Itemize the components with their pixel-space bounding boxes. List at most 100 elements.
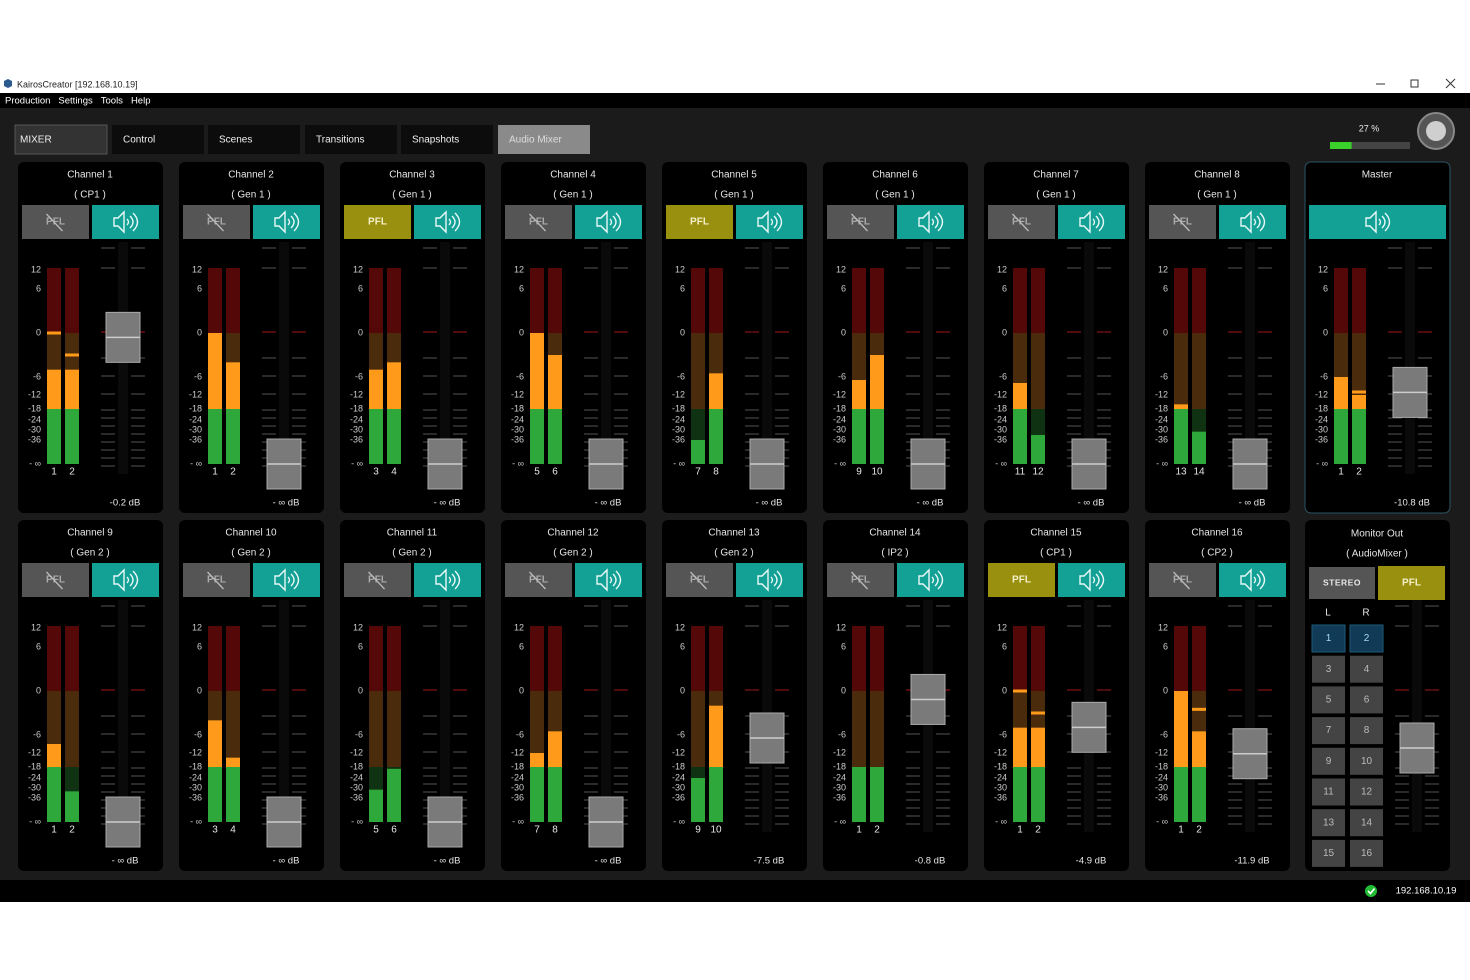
meter-scale-label: -6: [1160, 371, 1168, 381]
menu-item[interactable]: Settings: [58, 96, 93, 107]
mute-button[interactable]: [414, 205, 481, 239]
stereo-button[interactable]: [1309, 567, 1375, 599]
pfl-button[interactable]: [827, 563, 894, 597]
meter-scale-label: -6: [33, 371, 41, 381]
meter-scale-label: 6: [680, 283, 685, 293]
output-button[interactable]: [1350, 717, 1383, 745]
meter-scale-label: -18: [1155, 403, 1168, 413]
strip-name: Channel 4: [550, 170, 596, 181]
mute-button[interactable]: [1058, 205, 1125, 239]
pfl-button[interactable]: [1149, 563, 1216, 597]
meter-bg-orange: [1352, 333, 1366, 409]
meter-scale-label: 0: [1163, 327, 1168, 337]
menu-item[interactable]: Help: [131, 96, 151, 107]
fader-slot: [1245, 242, 1255, 474]
meter-scale-label: 6: [36, 641, 41, 651]
pfl-button[interactable]: [988, 205, 1055, 239]
output-button[interactable]: [1349, 624, 1384, 653]
mute-button[interactable]: [1219, 563, 1286, 597]
mute-button[interactable]: [253, 205, 320, 239]
pfl-button[interactable]: [666, 563, 733, 597]
meter-scale-label: -36: [350, 792, 363, 802]
mute-button[interactable]: [736, 563, 803, 597]
meter-scale-label: 12: [31, 264, 41, 274]
mute-button[interactable]: [575, 205, 642, 239]
tab[interactable]: [305, 125, 397, 154]
meter-input-number: 2: [69, 825, 75, 836]
mute-button[interactable]: [897, 205, 964, 239]
speaker-waves: [126, 570, 139, 590]
output-button[interactable]: [1312, 686, 1345, 714]
output-button[interactable]: [1312, 747, 1345, 775]
mute-button[interactable]: [1058, 563, 1125, 597]
meter-peak: [1334, 377, 1348, 380]
pfl-button[interactable]: [22, 563, 89, 597]
output-button[interactable]: [1350, 655, 1383, 683]
pfl-button[interactable]: [505, 205, 572, 239]
fader-slot: [1245, 600, 1255, 832]
output-button[interactable]: [1350, 747, 1383, 775]
meter-bg-red: [387, 268, 401, 333]
meter-level-green: [1031, 435, 1045, 464]
meter-scale-label: -6: [1160, 729, 1168, 739]
pfl-button[interactable]: [1378, 566, 1445, 600]
meter-level-green: [548, 767, 562, 822]
output-button[interactable]: [1350, 778, 1383, 806]
tab-label: MIXER: [20, 135, 52, 146]
meter-bg-orange: [1192, 333, 1206, 409]
meter-scale-label: -18: [994, 761, 1007, 771]
close-button[interactable]: [1445, 78, 1456, 89]
mute-button[interactable]: [575, 563, 642, 597]
mute-button[interactable]: [414, 563, 481, 597]
meter-level-green: [530, 409, 544, 464]
pfl-button[interactable]: [1149, 205, 1216, 239]
output-button[interactable]: [1350, 686, 1383, 714]
meter-scale-label: -6: [516, 371, 524, 381]
output-button[interactable]: [1311, 624, 1346, 653]
output-button[interactable]: [1312, 717, 1345, 745]
pfl-button[interactable]: [988, 563, 1055, 597]
meter-scale-label: 12: [1158, 264, 1168, 274]
tab[interactable]: [498, 125, 590, 154]
output-button[interactable]: [1312, 778, 1345, 806]
meter-bg-red: [208, 268, 222, 333]
pfl-button[interactable]: [505, 563, 572, 597]
meter-scale-label: -12: [1155, 389, 1168, 399]
pfl-button[interactable]: [666, 205, 733, 239]
mute-button[interactable]: [1219, 205, 1286, 239]
pfl-button[interactable]: [827, 205, 894, 239]
menu-item[interactable]: Production: [5, 96, 50, 107]
mute-button[interactable]: [897, 563, 964, 597]
pfl-strike: [368, 571, 385, 590]
meter-scale-label: -12: [511, 389, 524, 399]
tab[interactable]: [112, 125, 204, 154]
meter-level-green: [1352, 409, 1366, 464]
mute-button[interactable]: [1309, 205, 1446, 239]
mute-button[interactable]: [92, 205, 159, 239]
pfl-button[interactable]: [183, 205, 250, 239]
output-button[interactable]: [1312, 839, 1345, 867]
mute-button[interactable]: [736, 205, 803, 239]
mute-button[interactable]: [253, 563, 320, 597]
tab[interactable]: [208, 125, 300, 154]
tab[interactable]: [401, 125, 493, 154]
speaker-waves: [1092, 212, 1105, 232]
pfl-button[interactable]: [183, 563, 250, 597]
gain-label: -11.9 dB: [1234, 856, 1269, 867]
output-button[interactable]: [1350, 809, 1383, 837]
meter-input-number: 1: [1017, 825, 1023, 836]
pfl-button[interactable]: [344, 563, 411, 597]
meter-scale-label: 6: [1002, 283, 1007, 293]
mute-button[interactable]: [92, 563, 159, 597]
tab[interactable]: [14, 124, 108, 155]
meter-input-number: 1: [1178, 825, 1184, 836]
restore-button[interactable]: [1410, 79, 1419, 88]
meter-scale-label: 12: [31, 622, 41, 632]
menu-item[interactable]: Tools: [101, 96, 123, 107]
pfl-button[interactable]: [22, 205, 89, 239]
output-button[interactable]: [1312, 809, 1345, 837]
output-button[interactable]: [1312, 655, 1345, 683]
pfl-button[interactable]: [344, 205, 411, 239]
output-button[interactable]: [1350, 839, 1383, 867]
meter-level-orange: [1031, 727, 1045, 767]
